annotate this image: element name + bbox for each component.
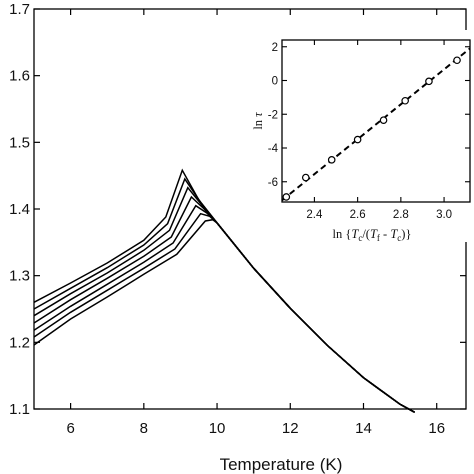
inset-xlabel-part: c bbox=[358, 233, 362, 243]
inset-xlabel-part: T bbox=[351, 227, 359, 241]
inset-y-tick-label: 2 bbox=[272, 42, 278, 54]
inset-x-tick-label: 2.8 bbox=[393, 209, 409, 221]
inset-x-axis-title: ln {Tc/(Tf - Tc)} bbox=[333, 227, 412, 243]
inset-y-tick-label: -2 bbox=[268, 109, 278, 121]
inset-xlabel-part: c bbox=[397, 233, 401, 243]
inset-y-tick-label: -4 bbox=[268, 143, 279, 155]
main-y-tick-label: 1.2 bbox=[9, 334, 30, 351]
main-x-tick-label: 8 bbox=[140, 420, 148, 437]
main-x-tick-label: 10 bbox=[209, 420, 226, 437]
inset-y-axis-title: ln τ bbox=[251, 112, 265, 130]
inset-data-point bbox=[401, 96, 409, 105]
inset-xlabel-part: ln { bbox=[333, 227, 352, 241]
inset-xlabel-part: f bbox=[377, 233, 380, 243]
inset-data-point bbox=[453, 56, 461, 65]
inset-data-point bbox=[327, 156, 336, 164]
inset-ylabel-part: τ bbox=[251, 112, 265, 117]
inset-xlabel-part: T bbox=[390, 227, 398, 241]
inset-data-point bbox=[379, 116, 388, 124]
main-y-tick-label: 1.4 bbox=[9, 201, 30, 218]
inset-data-point bbox=[282, 193, 291, 201]
main-x-tick-label: 6 bbox=[66, 420, 74, 437]
inset-data-point bbox=[301, 173, 310, 182]
main-x-axis: 6 8 10 12 14 16 bbox=[66, 9, 445, 437]
inset-x-tick-label: 2.4 bbox=[306, 209, 323, 221]
inset-chart: 2.4 2.6 2.8 3.0 20-2-4-6 ln {Tc/(Tf - Tc)} … bbox=[251, 30, 471, 243]
main-y-tick-label: 1.3 bbox=[9, 268, 30, 285]
inset-y-tick-label: -6 bbox=[268, 177, 278, 189]
inset-fit-line bbox=[281, 47, 471, 202]
main-x-axis-title: Temperature (K) bbox=[220, 455, 343, 474]
main-series-line-7 bbox=[33, 218, 416, 413]
main-series-group bbox=[33, 168, 416, 413]
inset-xlabel-part: T bbox=[370, 227, 378, 241]
inset-y-tick-label: 0 bbox=[272, 76, 278, 88]
inset-data-point bbox=[425, 77, 433, 86]
main-x-tick-label: 12 bbox=[282, 420, 299, 437]
main-x-tick-label: 14 bbox=[355, 420, 372, 437]
inset-points-group bbox=[282, 56, 461, 201]
main-x-tick-label: 16 bbox=[428, 420, 445, 437]
inset-x-tick-label: 3.0 bbox=[436, 209, 452, 221]
inset-xlabel-part: )} bbox=[401, 227, 411, 241]
inset-y-axis: 2 0 -2 -4 -6 bbox=[268, 42, 470, 189]
inset-ylabel-part: ln bbox=[251, 117, 265, 130]
inset-fit-group bbox=[281, 47, 471, 202]
inset-plot-frame bbox=[281, 39, 471, 203]
inset-data-point bbox=[353, 135, 362, 144]
inset-xlabel-part: /( bbox=[362, 227, 370, 241]
inset-x-tick-label: 2.6 bbox=[350, 209, 366, 221]
inset-xlabel-part: - bbox=[380, 227, 390, 241]
main-y-tick-label: 1.6 bbox=[9, 68, 30, 85]
inset-x-axis: 2.4 2.6 2.8 3.0 bbox=[306, 40, 452, 221]
main-y-tick-label: 1.5 bbox=[9, 134, 30, 151]
main-y-tick-label: 1.1 bbox=[9, 401, 30, 418]
main-y-axis: 1.1 1.2 1.3 1.4 1.5 1.6 1.7 bbox=[9, 1, 466, 418]
main-series-line-6 bbox=[33, 212, 416, 413]
main-chart: 6 8 10 12 14 16 1.1 1.2 1.3 1.4 1.5 1.6 1.7 Tempera… bbox=[9, 1, 467, 474]
main-y-tick-label: 1.7 bbox=[9, 1, 30, 18]
